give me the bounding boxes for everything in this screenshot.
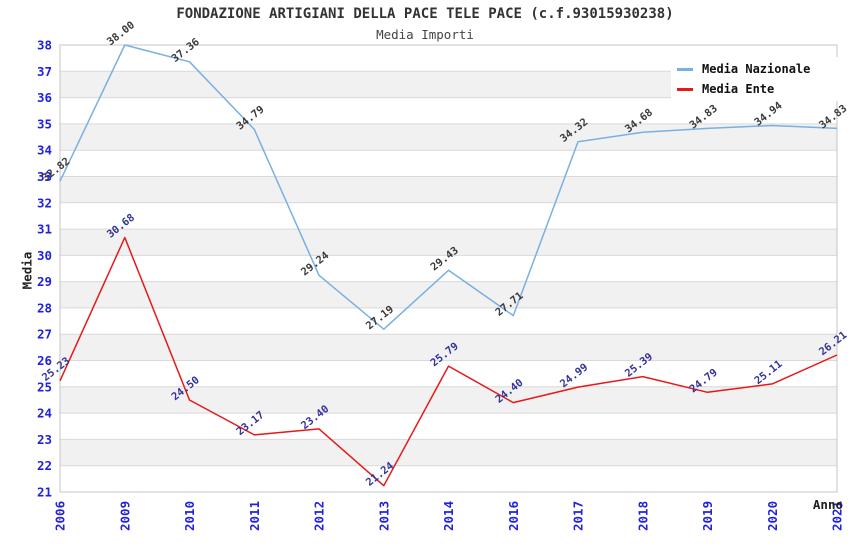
band <box>60 202 837 230</box>
y-tick-label: 26 <box>37 353 52 368</box>
y-tick-label: 31 <box>37 222 52 237</box>
band <box>60 360 837 387</box>
media-ente-line <box>59 236 838 487</box>
chart-subtitle: Media Importi <box>376 27 474 42</box>
y-tick-label: 35 <box>37 116 52 131</box>
x-tick-label: 2009 <box>117 501 132 531</box>
y-tick-label: 25 <box>37 379 52 394</box>
y-tick-label: 33 <box>37 169 52 184</box>
band <box>60 439 837 466</box>
x-tick-label: 2019 <box>700 501 715 531</box>
y-tick-label: 23 <box>37 432 52 447</box>
y-tick-label: 28 <box>37 300 52 315</box>
x-tick-label: 2018 <box>635 501 650 531</box>
x-tick-label: 2017 <box>571 501 586 531</box>
y-tick-label: 21 <box>37 485 52 500</box>
band <box>60 255 837 282</box>
band <box>60 150 837 177</box>
band <box>60 334 837 361</box>
band <box>60 413 837 440</box>
y-tick-label: 37 <box>37 64 52 79</box>
y-tick-label: 36 <box>37 90 52 105</box>
legend-item-media-nazionale: Media Nazionale <box>677 61 843 77</box>
legend: Media Nazionale Media Ente <box>671 57 843 101</box>
media-ente-line-swatch <box>677 87 693 91</box>
x-tick-label: 2010 <box>182 501 197 531</box>
x-tick-label: 2006 <box>53 501 68 531</box>
band <box>60 97 837 124</box>
media-nazionale-line <box>59 44 838 330</box>
y-tick-label: 29 <box>37 274 52 289</box>
x-tick-label: 2020 <box>765 501 780 531</box>
x-tick-label: 2016 <box>506 501 521 531</box>
x-tick-label: 2021 <box>830 501 845 531</box>
band <box>60 281 837 308</box>
x-tick-label: 2012 <box>312 501 327 531</box>
band <box>60 176 837 203</box>
y-tick-label: 32 <box>37 195 52 210</box>
chart-title: FONDAZIONE ARTIGIANI DELLA PACE TELE PAC… <box>176 6 674 22</box>
y-tick-label: 34 <box>37 143 52 158</box>
y-tick-label: 22 <box>37 458 52 473</box>
y-tick-label: 27 <box>37 327 52 342</box>
y-tick-label: 30 <box>37 248 52 263</box>
band <box>60 229 837 256</box>
x-tick-label: 2013 <box>376 501 391 531</box>
y-tick-label: 24 <box>37 406 52 421</box>
media-nazionale-line-swatch <box>677 67 693 71</box>
y-tick-label: 38 <box>37 38 52 53</box>
legend-label-media-nazionale: Media Nazionale <box>702 62 811 76</box>
legend-item-media-ente: Media Ente <box>677 81 843 97</box>
x-tick-label: 2014 <box>441 501 456 531</box>
x-tick-label: 2011 <box>247 501 262 531</box>
x-axis-title: Anno <box>812 497 843 512</box>
y-axis-title: Media <box>19 251 35 290</box>
plot-border <box>59 44 838 493</box>
legend-label-media-ente: Media Ente <box>702 82 775 96</box>
band <box>60 465 837 492</box>
band <box>60 307 837 335</box>
